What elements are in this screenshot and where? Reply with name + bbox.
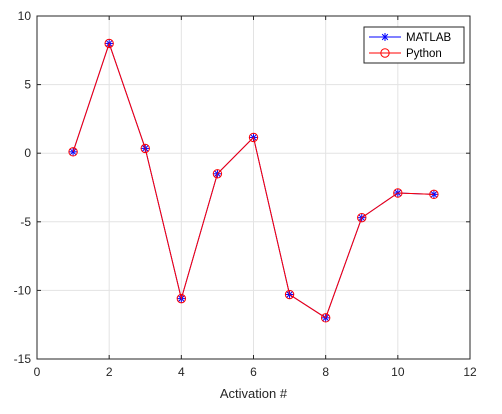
data-point-python (176, 293, 187, 304)
x-tick-label: 12 (463, 365, 477, 379)
data-point-python (212, 169, 223, 179)
data-point-python (284, 289, 295, 300)
grid-lines (37, 16, 470, 359)
y-tick-label: -15 (14, 352, 32, 366)
legend: MATLAB Python (363, 26, 465, 64)
x-tick-label: 8 (322, 365, 329, 379)
data-point-python (68, 147, 78, 157)
x-axis-label: Activation # (220, 386, 288, 401)
legend-marker-python (380, 48, 390, 58)
data-point-python (320, 313, 331, 323)
y-tick-label: -5 (20, 215, 31, 229)
legend-label-python: Python (406, 48, 442, 60)
x-tick-label: 6 (250, 365, 257, 379)
legend-item-python: Python (369, 48, 442, 60)
data-point-python (248, 132, 259, 143)
x-tick-label: 2 (106, 365, 113, 379)
x-tick-label: 0 (34, 365, 41, 379)
legend-item-matlab: MATLAB (369, 32, 451, 44)
x-tick-label: 10 (391, 365, 405, 379)
axes: 0 2 4 6 8 10 12 -15 -10 -5 0 5 10 (14, 9, 477, 379)
data-point-python (357, 212, 367, 223)
data-point-python (429, 189, 439, 200)
y-tick-label: 5 (24, 78, 31, 92)
legend-label-matlab: MATLAB (406, 32, 451, 44)
series-line-python (72, 41, 434, 319)
series-python (68, 38, 439, 323)
data-point-python (393, 188, 403, 198)
y-tick-label: 10 (18, 9, 32, 23)
data-point-python (140, 143, 150, 154)
legend-box (363, 26, 465, 64)
y-tick-label: -10 (14, 283, 32, 297)
y-tick-label: 0 (24, 146, 31, 160)
x-tick-label: 4 (178, 365, 185, 379)
legend-marker-matlab (381, 33, 389, 41)
series-layer (68, 38, 439, 323)
data-point-python (104, 38, 114, 49)
